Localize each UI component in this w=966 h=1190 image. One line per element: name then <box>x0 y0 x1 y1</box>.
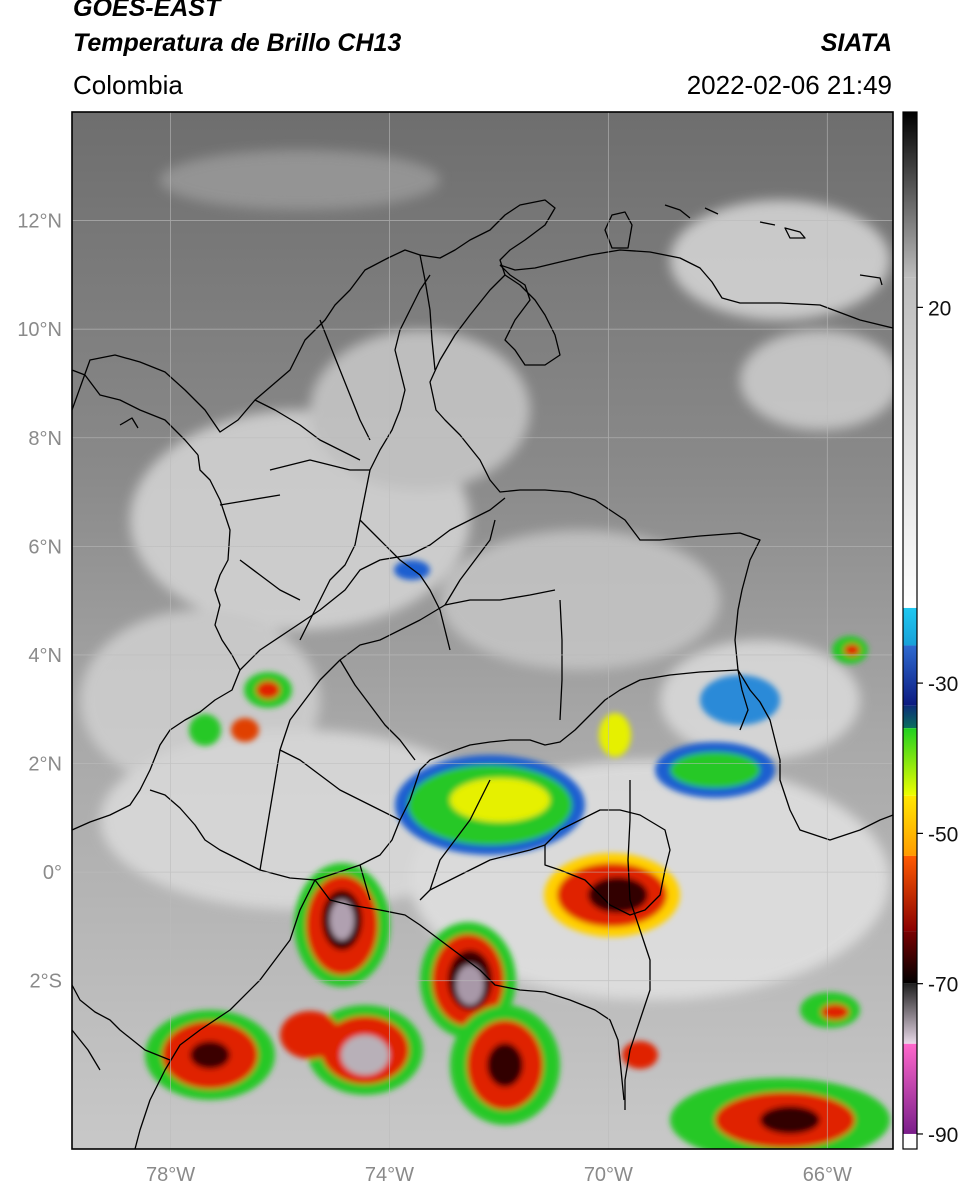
colorbar-segment <box>903 855 917 932</box>
lat-label: 12°N <box>17 211 62 233</box>
colorbar-tick-label: -70 <box>928 974 958 997</box>
lat-label: 2°N <box>28 754 62 776</box>
longitude-labels: 78°W 74°W 70°W 66°W <box>146 1164 852 1186</box>
imagery-layer <box>72 112 893 1149</box>
colorbar-tick-label: -50 <box>928 823 958 846</box>
lat-label: 0° <box>43 862 62 884</box>
borders-layer <box>72 199 893 1149</box>
lat-label: 4°N <box>28 645 62 667</box>
lat-label: 6°N <box>28 536 62 558</box>
colorbar-segment <box>903 645 917 706</box>
colorbar-tick-label: -90 <box>928 1124 958 1147</box>
colorbar-tick-label: 20 <box>928 297 951 320</box>
lat-label: 8°N <box>28 428 62 450</box>
colorbar-segment <box>903 705 917 729</box>
lat-label: 10°N <box>17 319 62 341</box>
colorbar-segment <box>903 607 917 646</box>
colorbar-segment <box>903 1043 917 1134</box>
colorbar-segment <box>903 983 917 1044</box>
colorbar-frame <box>902 111 918 1150</box>
colorbar-tick-label: -30 <box>928 673 958 696</box>
colorbar-segment <box>903 112 917 278</box>
colorbar-segment <box>903 277 917 608</box>
colorbar: 20 -30 -50 -70 -90 <box>902 111 958 1150</box>
colorbar-segment <box>903 931 917 984</box>
lon-label: 78°W <box>146 1164 195 1186</box>
datetime-label: 2022-02-06 21:49 <box>686 70 892 100</box>
lon-label: 74°W <box>365 1164 414 1186</box>
product-title: Temperatura de Brillo CH13 <box>73 29 402 57</box>
region-label: Colombia <box>73 70 183 100</box>
lon-label: 70°W <box>584 1164 633 1186</box>
satellite-title: GOES-EAST <box>73 0 221 22</box>
latitude-labels: 12°N 10°N 8°N 6°N 4°N 2°N 0° 2°S <box>17 211 62 993</box>
map-frame <box>71 111 894 1150</box>
colorbar-segment <box>903 728 917 796</box>
lat-label: 2°S <box>30 971 62 993</box>
colorbar-segment <box>903 795 917 856</box>
colorbar-segment <box>903 1133 917 1149</box>
graticule <box>72 112 893 1149</box>
lon-label: 66°W <box>803 1164 852 1186</box>
source-label: SIATA <box>820 29 892 57</box>
